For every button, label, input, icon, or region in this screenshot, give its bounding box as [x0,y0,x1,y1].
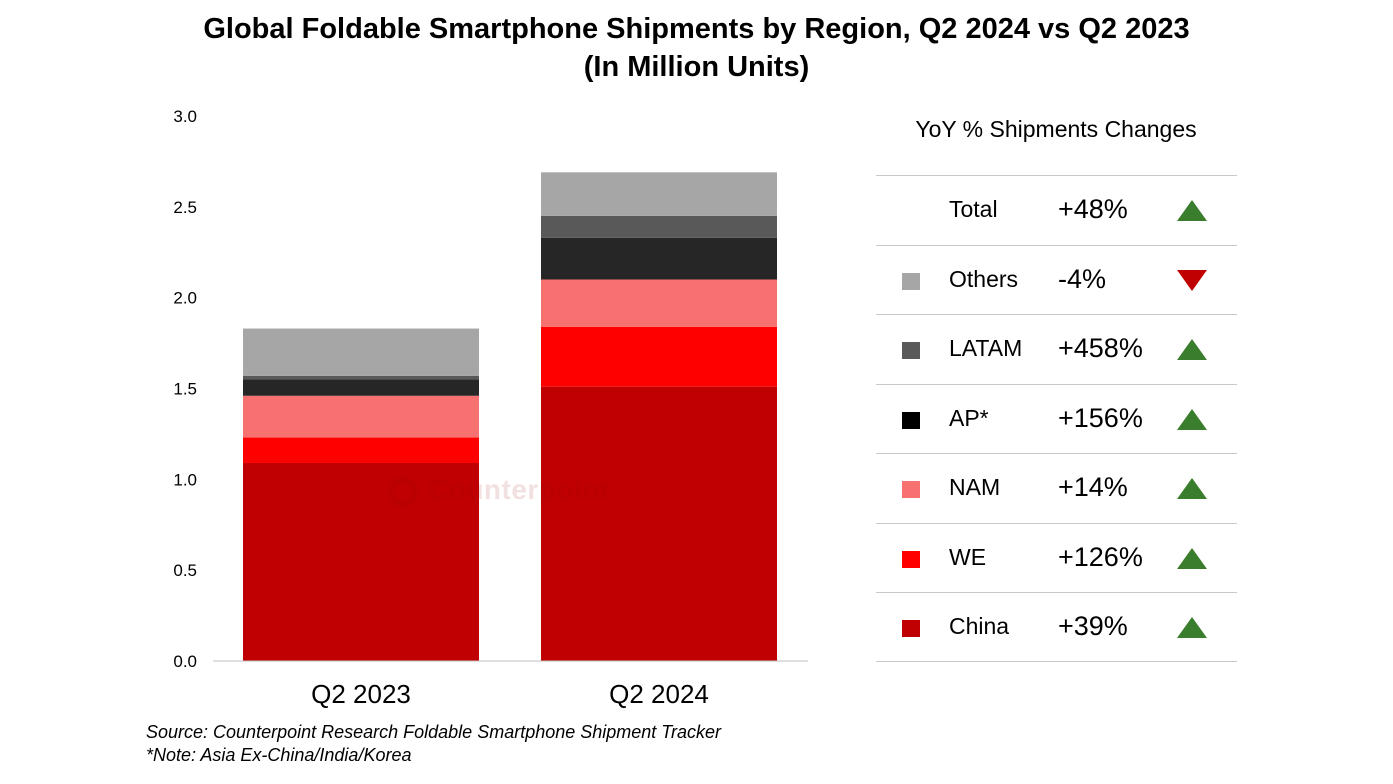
chart-subtitle: (In Million Units) [583,51,810,83]
x-tick-label: Q2 2023 [311,679,411,709]
stacked-bar-chart: 0.0 0.5 1.0 1.5 2.0 2.5 3.0 Q2 2023 Q2 2024 [173,107,808,709]
triangle-up-icon [1177,200,1207,221]
legend-yoy-value: +156% [1058,402,1143,433]
bar-segment-latam-1 [541,215,777,238]
y-axis: 0.0 0.5 1.0 1.5 2.0 2.5 3.0 [173,107,197,671]
triangle-up-icon [1177,617,1207,638]
legend-swatch [902,620,920,637]
footnote: *Note: Asia Ex-China/India/Korea [146,745,412,765]
triangle-up-icon [1177,478,1207,499]
counterpoint-logo-icon [388,476,418,507]
legend-bottom-divider [876,661,1237,662]
x-tick-label: Q2 2024 [609,679,709,709]
legend-yoy-value: +458% [1058,333,1143,363]
legend-yoy-value: +39% [1058,611,1128,641]
bar-segment-latam-0 [243,375,479,380]
legend-yoy-value: +48% [1058,194,1128,224]
legend-swatch [902,342,920,359]
source-note: Source: Counterpoint Research Foldable S… [146,722,721,742]
legend-yoy-value: +14% [1058,472,1128,502]
bar-segment-ap-0 [243,379,479,396]
legend-yoy-value: +126% [1058,541,1143,572]
legend-label: LATAM [949,335,1023,361]
chart-title-line1: Global Foldable Smartphone Shipments by … [203,13,1190,45]
legend-label: NAM [949,474,1001,500]
bar-group [243,172,777,661]
legend-row-others: Others -4% [876,244,1237,315]
y-tick-label: 0.5 [173,561,197,580]
legend-row-we: WE +126% [876,522,1237,593]
bar-segment-we-0 [243,437,479,463]
x-axis: Q2 2023 Q2 2024 [311,679,709,709]
legend-row-china: China +39% [876,592,1237,662]
y-tick-label: 3.0 [173,107,197,126]
triangle-up-icon [1177,547,1207,569]
legend-row-latam: LATAM +458% [876,314,1237,384]
y-tick-label: 0.0 [173,652,197,671]
legend-swatch [902,272,920,290]
bar-segment-others-0 [243,328,479,376]
legend-label: WE [949,543,987,570]
legend-yoy-value: -4% [1058,263,1107,294]
legend-swatch [902,481,920,498]
bar-segment-ap-1 [541,237,777,280]
y-tick-label: 2.5 [173,198,197,217]
y-tick-label: 1.5 [173,380,197,399]
chart-title: Global Foldable Smartphone Shipments by … [0,10,1393,86]
legend-swatch [902,411,920,429]
bar-segment-others-1 [541,172,777,216]
bar-segment-nam-0 [243,395,479,438]
triangle-up-icon [1177,339,1207,360]
bar-segment-china-1 [541,386,777,661]
legend-title: YoY % Shipments Changes [915,116,1197,142]
legend-swatch [902,550,920,568]
legend-row-ap: AP* +156% [876,383,1237,454]
bar-segment-china-0 [243,462,479,661]
triangle-down-icon [1177,269,1207,291]
triangle-up-icon [1177,408,1207,430]
legend-row-total: Total +48% [876,175,1237,245]
watermark: Counterpoint [388,474,610,507]
legend-label: Others [949,265,1019,292]
y-tick-label: 1.0 [173,470,197,489]
legend-label: China [949,613,1010,639]
legend-label: Total [949,196,998,222]
watermark-text: Counterpoint [428,474,610,505]
y-tick-label: 2.0 [173,289,197,308]
legend-label: AP* [949,404,989,431]
bar-segment-nam-1 [541,279,777,327]
legend-row-nam: NAM +14% [876,453,1237,523]
bar-segment-we-1 [541,326,777,387]
